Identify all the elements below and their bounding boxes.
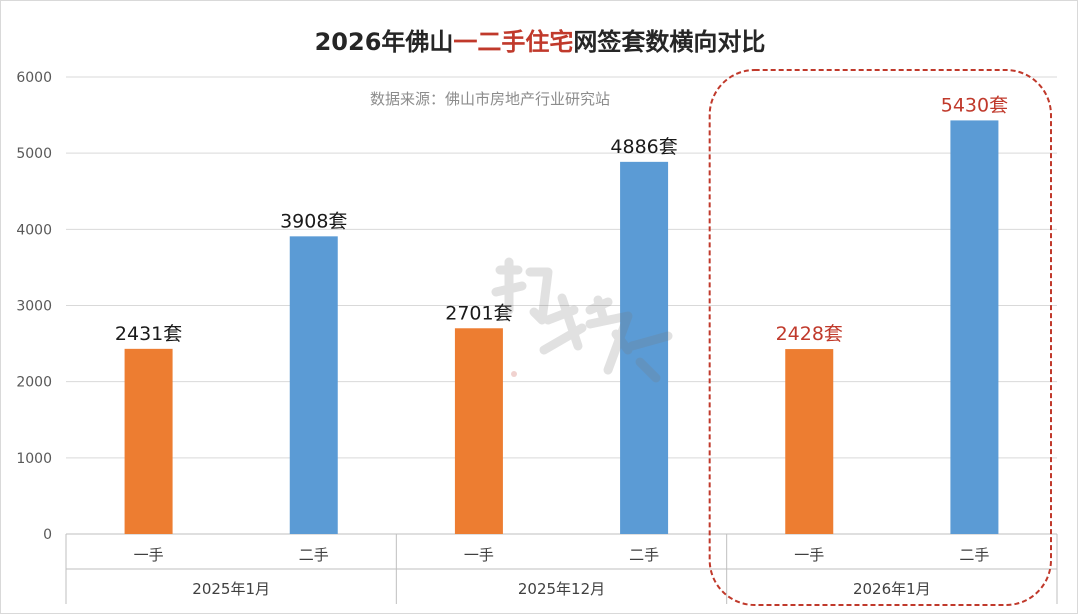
y-tick-label: 4000 [16,222,52,238]
bar [950,120,999,534]
bar [620,161,669,534]
y-tick-label: 2000 [16,375,52,391]
data-label: 3908套 [280,210,347,232]
bar [454,328,503,534]
data-label: 2428套 [776,323,843,345]
bar [289,236,338,534]
data-label: 4886套 [610,136,677,158]
x-group-label: 2025年12月 [518,580,605,598]
data-label: 2701套 [445,302,512,324]
x-group-label: 2026年1月 [853,580,931,598]
x-category-label: 一手 [134,546,164,564]
x-category-label: 一手 [464,546,494,564]
x-category-label: 二手 [299,546,329,564]
y-tick-label: 6000 [16,70,52,86]
highlight-box [708,69,1053,606]
y-tick-label: 0 [43,527,52,543]
x-category-label: 二手 [629,546,659,564]
y-tick-label: 1000 [16,451,52,467]
x-group-label: 2025年1月 [192,580,270,598]
y-tick-label: 5000 [16,146,52,162]
bar [785,349,834,534]
title-part-highlight: 一二手住宅 [453,28,574,56]
title-part-1: 2026年佛山 [314,28,454,56]
watermark-logo [491,257,673,383]
bar [124,348,173,534]
data-label: 5430套 [941,94,1008,116]
data-label: 2431套 [115,323,182,345]
y-tick-label: 3000 [16,299,52,315]
x-category-label: 二手 [959,546,989,564]
chart-subtitle: 数据来源：佛山市房地产行业研究站 [369,90,610,108]
chart-title: 2026年佛山一二手住宅网签套数横向对比 [0,22,1080,57]
x-category-label: 一手 [794,546,824,564]
title-part-3: 网签套数横向对比 [573,28,766,56]
